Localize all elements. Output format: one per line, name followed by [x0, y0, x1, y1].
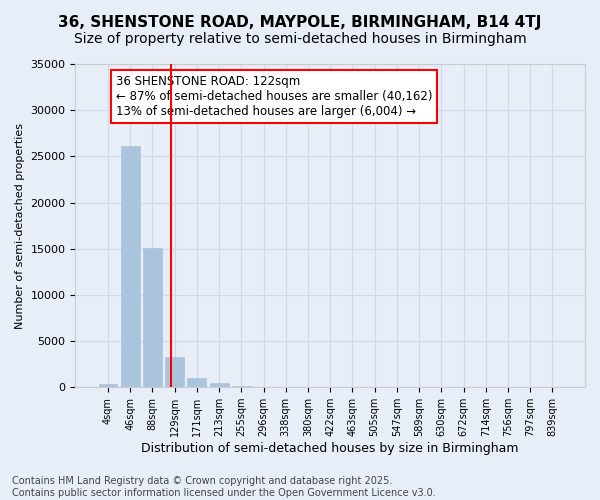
Bar — [98, 384, 118, 387]
Bar — [165, 356, 184, 387]
Text: Size of property relative to semi-detached houses in Birmingham: Size of property relative to semi-detach… — [74, 32, 526, 46]
Y-axis label: Number of semi-detached properties: Number of semi-detached properties — [15, 122, 25, 328]
Text: 36, SHENSTONE ROAD, MAYPOLE, BIRMINGHAM, B14 4TJ: 36, SHENSTONE ROAD, MAYPOLE, BIRMINGHAM,… — [58, 15, 542, 30]
X-axis label: Distribution of semi-detached houses by size in Birmingham: Distribution of semi-detached houses by … — [142, 442, 519, 455]
Bar — [143, 248, 162, 387]
Bar — [209, 382, 229, 387]
Text: 36 SHENSTONE ROAD: 122sqm
← 87% of semi-detached houses are smaller (40,162)
13%: 36 SHENSTONE ROAD: 122sqm ← 87% of semi-… — [116, 75, 432, 118]
Text: Contains HM Land Registry data © Crown copyright and database right 2025.
Contai: Contains HM Land Registry data © Crown c… — [12, 476, 436, 498]
Bar — [232, 386, 251, 387]
Bar — [121, 146, 140, 387]
Bar — [187, 378, 206, 387]
